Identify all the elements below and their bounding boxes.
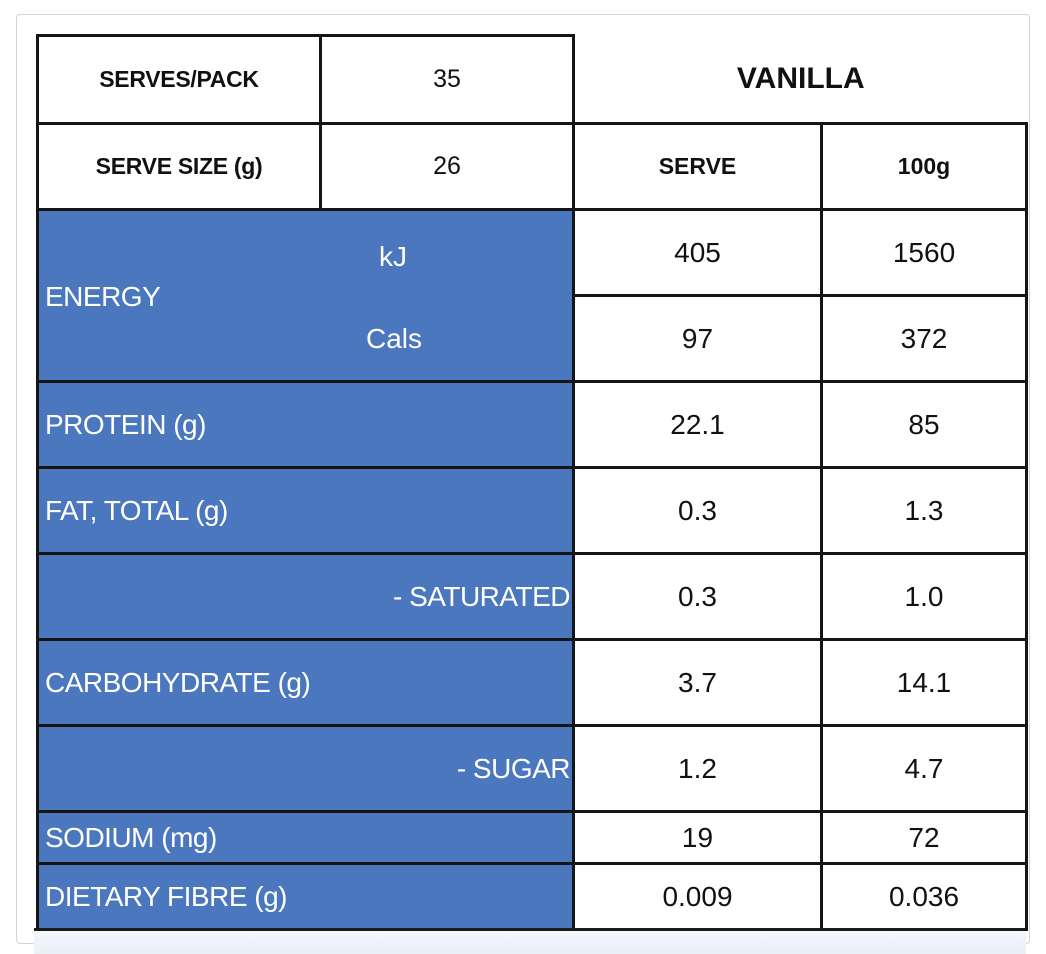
energy-kj-label: kJ: [379, 241, 407, 272]
energy-cals-100g: 372: [819, 294, 1029, 383]
serves-pack-row: SERVES/PACK 35 VANILLA: [36, 34, 1027, 125]
nutrient-row-protein: PROTEIN (g) 22.1 85: [36, 380, 1029, 469]
nutrient-100g-fibre: 0.036: [819, 862, 1029, 931]
nutrient-row-sodium: SODIUM (mg) 19 72: [36, 810, 1029, 865]
energy-label-cell: ENERGY kJ Cals: [36, 208, 575, 383]
nutrient-100g-protein: 85: [819, 380, 1029, 469]
nutrient-serve-sugar: 1.2: [572, 724, 823, 813]
serves-pack-value: 35: [319, 34, 575, 125]
column-header-serve: SERVE: [572, 122, 823, 211]
energy-cals-serve: 97: [572, 294, 823, 383]
nutrient-100g-sugar: 4.7: [819, 724, 1029, 813]
nutrient-serve-saturated: 0.3: [572, 552, 823, 641]
nutrient-row-fat: FAT, TOTAL (g) 0.3 1.3: [36, 466, 1029, 555]
nutrient-100g-carbohydrate: 14.1: [819, 638, 1029, 727]
energy-kj-100g: 1560: [819, 208, 1029, 297]
nutrient-serve-sodium: 19: [572, 810, 823, 865]
nutrient-row-sugar: - SUGAR 1.2 4.7: [36, 724, 1029, 813]
nutrient-serve-fibre: 0.009: [572, 862, 823, 931]
nutrient-100g-sodium: 72: [819, 810, 1029, 865]
nutrient-row-fibre: DIETARY FIBRE (g) 0.009 0.036: [36, 862, 1029, 931]
serve-size-label: SERVE SIZE (g): [36, 122, 322, 211]
nutrient-label-fat: FAT, TOTAL (g): [36, 466, 575, 555]
nutrient-label-protein: PROTEIN (g): [36, 380, 575, 469]
nutrient-row-saturated: - SATURATED 0.3 1.0: [36, 552, 1029, 641]
flavour-title: VANILLA: [571, 35, 1027, 125]
nutrient-serve-protein: 22.1: [572, 380, 823, 469]
energy-label: ENERGY: [45, 281, 161, 312]
nutrient-label-sodium: SODIUM (mg): [36, 810, 575, 865]
nutrient-label-sugar: - SUGAR: [36, 724, 575, 813]
nutrient-100g-fat: 1.3: [819, 466, 1029, 555]
nutrient-serve-fat: 0.3: [572, 466, 823, 555]
nutrient-100g-saturated: 1.0: [819, 552, 1029, 641]
energy-kj-row: ENERGY kJ Cals 405 1560: [36, 208, 1029, 383]
nutrient-label-fibre: DIETARY FIBRE (g): [36, 862, 575, 931]
nutrition-table: SERVES/PACK 35 VANILLA SERVE SIZE (g) 26…: [36, 34, 1029, 931]
energy-cals-row: 97 372: [38, 294, 1029, 383]
nutrient-label-carbohydrate: CARBOHYDRATE (g): [36, 638, 575, 727]
nutrient-serve-carbohydrate: 3.7: [572, 638, 823, 727]
energy-cals-label: Cals: [366, 323, 423, 354]
serves-pack-label: SERVES/PACK: [36, 34, 322, 125]
page-bottom-background: [34, 930, 1026, 954]
nutrient-label-saturated: - SATURATED: [36, 552, 575, 641]
serve-size-value: 26: [319, 122, 575, 211]
nutrient-row-carbohydrate: CARBOHYDRATE (g) 3.7 14.1: [36, 638, 1029, 727]
bottom-divider: [34, 928, 1026, 931]
serve-size-row: SERVE SIZE (g) 26 SERVE 100g: [36, 122, 1029, 211]
column-header-100g: 100g: [819, 122, 1029, 211]
energy-kj-serve: 405: [572, 208, 823, 297]
